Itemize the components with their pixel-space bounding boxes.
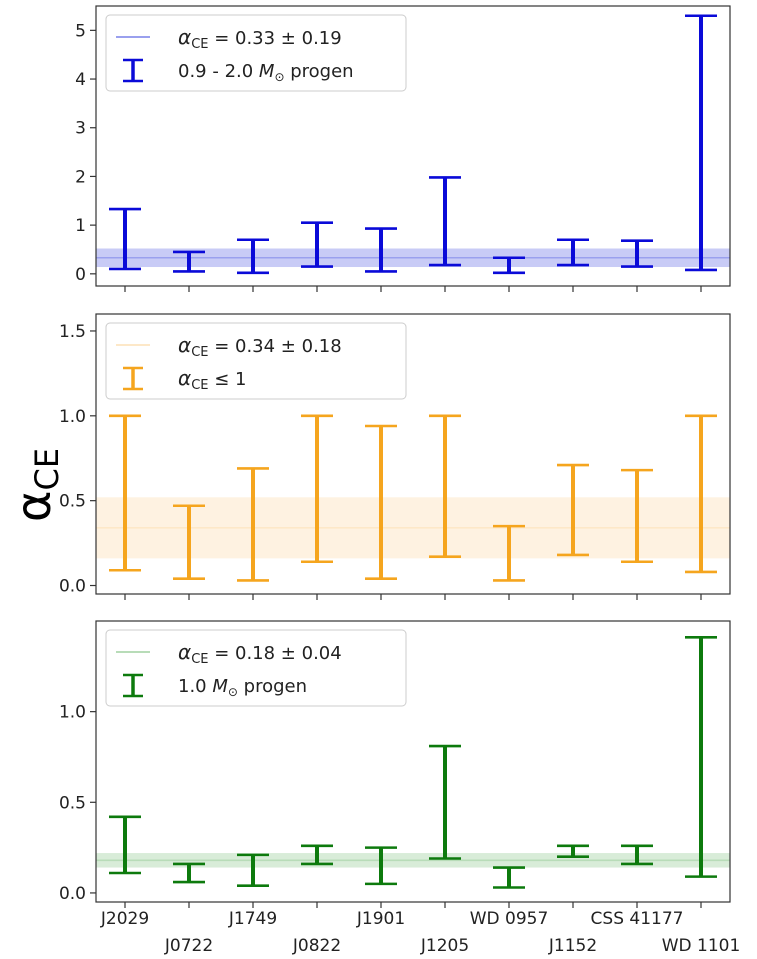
y-tick-label: 0.0 xyxy=(59,577,86,597)
x-tick-label: WD 1101 xyxy=(662,936,741,956)
legend-box xyxy=(105,629,407,707)
error-bar xyxy=(301,844,333,866)
y-tick-label: 2 xyxy=(75,167,86,187)
error-bar xyxy=(365,424,397,581)
error-bar xyxy=(685,14,717,272)
error-bar xyxy=(557,844,589,858)
y-tick-label: 0.0 xyxy=(59,884,86,904)
y-tick-label: 0 xyxy=(75,265,86,285)
y-tick-label: 1.0 xyxy=(59,407,86,427)
error-bar xyxy=(173,504,205,581)
legend: αCE = 0.34 ± 0.18 αCE ≤ 1 xyxy=(105,322,407,400)
error-bar xyxy=(109,414,141,572)
error-bar xyxy=(237,467,269,582)
error-bar xyxy=(237,853,269,887)
x-tick-label: J1901 xyxy=(356,909,405,929)
x-tick-label: J1749 xyxy=(228,909,277,929)
error-bar xyxy=(109,815,141,875)
y-tick-label: 0.5 xyxy=(59,492,86,512)
error-bar xyxy=(301,221,333,268)
error-bar xyxy=(109,207,141,271)
panel-2: 0.0 0.5 1.0 1.5 αCE = 0.34 ± 0.18 αCE ≤ 1 xyxy=(59,313,731,600)
error-bar xyxy=(365,227,397,273)
error-bar xyxy=(493,256,525,275)
y-tick-label: 1.5 xyxy=(59,322,86,342)
error-bar xyxy=(173,250,205,273)
x-tick-label: WD 0957 xyxy=(470,909,549,929)
legend-label-bar: 0.9 - 2.0 M⊙ progen xyxy=(178,61,354,84)
x-tick-label: J1205 xyxy=(420,936,469,956)
error-bar xyxy=(365,846,397,886)
error-bar xyxy=(557,238,589,267)
legend-box xyxy=(105,322,407,400)
error-bar xyxy=(301,414,333,564)
error-bar xyxy=(621,468,653,564)
error-bar xyxy=(429,414,461,558)
legend-label-bar: αCE ≤ 1 xyxy=(178,366,246,393)
error-bar xyxy=(621,844,653,866)
error-bar xyxy=(685,414,717,574)
y-tick-label: 0.5 xyxy=(59,793,86,813)
error-bar xyxy=(493,866,525,889)
legend-box xyxy=(105,14,407,92)
error-bar xyxy=(237,238,269,275)
x-tick-label: J0722 xyxy=(164,936,213,956)
plot-frame xyxy=(95,5,731,287)
legend-label-mean: αCE = 0.34 ± 0.18 xyxy=(178,333,342,360)
plot-frame xyxy=(95,313,731,595)
x-tick-label: J1152 xyxy=(548,936,597,956)
error-bar xyxy=(621,239,653,268)
error-bar xyxy=(429,176,461,267)
legend-label-mean: αCE = 0.33 ± 0.19 xyxy=(178,25,342,52)
legend: αCE = 0.18 ± 0.04 1.0 M⊙ progen xyxy=(105,629,407,707)
y-tick-label: 4 xyxy=(75,70,86,90)
error-bar xyxy=(429,744,461,860)
error-bar xyxy=(493,524,525,582)
legend-label-mean: αCE = 0.18 ± 0.04 xyxy=(178,640,342,667)
y-axis-label: αCE xyxy=(6,448,66,522)
y-tick-label: 1 xyxy=(75,216,86,236)
plot-frame xyxy=(95,620,731,903)
panel-1: 0 1 2 3 4 5 αCE = 0.33 ± 0.19 0.9 - 2.0 M⊙ prog… xyxy=(75,5,731,292)
y-tick-label: 5 xyxy=(75,21,86,41)
x-tick-label: J0822 xyxy=(292,936,341,956)
error-bar xyxy=(557,463,589,557)
panel-3: 0.0 0.5 1.0 αCE = 0.18 ± 0.04 1.0 M⊙ progen xyxy=(59,620,731,908)
x-tick-label: CSS 41177 xyxy=(591,909,684,929)
error-bar xyxy=(685,636,717,878)
legend-label-bar: 1.0 M⊙ progen xyxy=(178,676,307,699)
x-tick-label: J2029 xyxy=(100,909,149,929)
error-bar xyxy=(173,862,205,884)
y-tick-label: 3 xyxy=(75,119,86,139)
legend: αCE = 0.33 ± 0.19 0.9 - 2.0 M⊙ progen xyxy=(105,14,407,92)
y-tick-label: 1.0 xyxy=(59,703,86,723)
